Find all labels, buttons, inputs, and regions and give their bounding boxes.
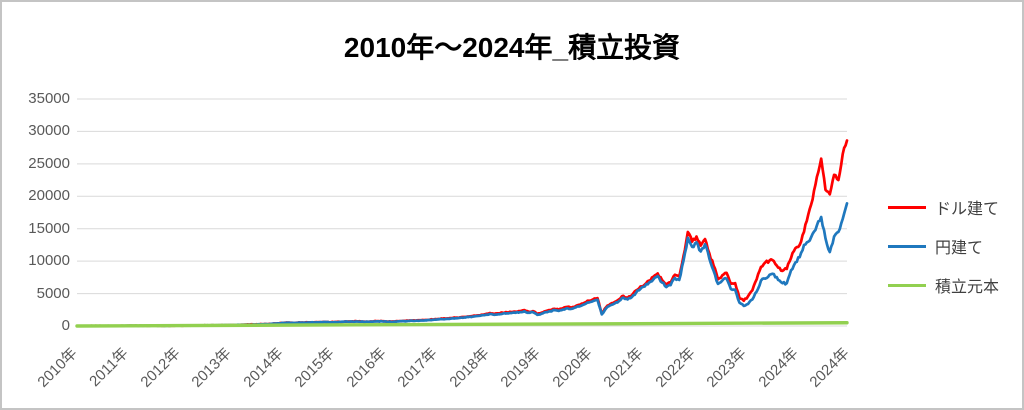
y-axis-label: 35000 — [28, 90, 70, 107]
legend-swatch-jpy — [888, 244, 926, 248]
legend-item: ドル建て — [888, 195, 999, 219]
legend-item: 積立元本 — [888, 273, 999, 297]
y-axis-label: 0 — [61, 317, 70, 334]
y-axis-label: 5000 — [36, 284, 70, 302]
series-line-usd — [75, 139, 849, 328]
y-axis-label: 15000 — [28, 219, 70, 237]
legend-label: ドル建て — [935, 201, 1000, 218]
legend-swatch-usd — [888, 205, 926, 209]
chart-title: 2010年〜2024年_積立投資 — [343, 32, 681, 63]
legend-label: 積立元本 — [935, 279, 1000, 296]
legend-swatch-principal — [888, 283, 926, 287]
legend-item: 円建て — [888, 234, 999, 258]
y-axis-label: 20000 — [28, 187, 70, 205]
legend-label: 円建て — [935, 240, 984, 257]
series-line-jpy — [75, 202, 849, 328]
y-axis-label: 30000 — [28, 122, 70, 140]
legend: ドル建て円建て積立元本 — [888, 195, 999, 297]
y-axis-label: 25000 — [28, 154, 70, 172]
y-axis-label: 10000 — [28, 252, 70, 270]
series-line-principal — [75, 321, 849, 328]
